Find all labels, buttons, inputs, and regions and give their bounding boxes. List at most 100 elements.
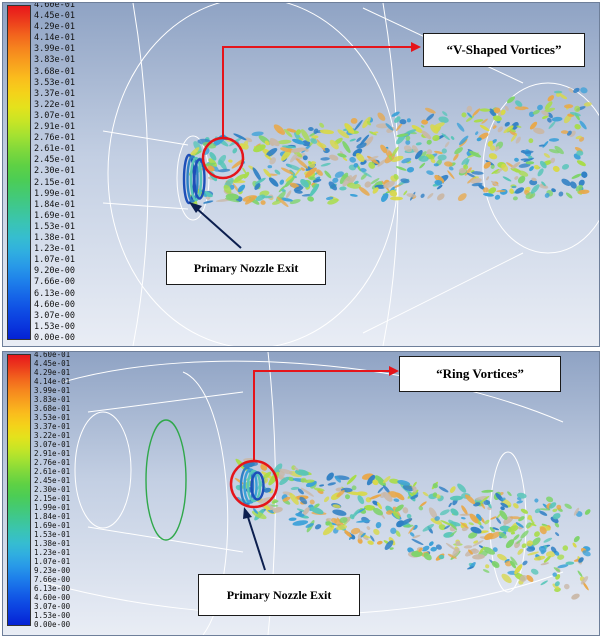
vortex-blob	[564, 583, 570, 590]
legend-tick-label: 2.91e-01	[34, 448, 71, 458]
vortex-blob	[515, 100, 523, 107]
bottom-vortex-field	[234, 457, 591, 600]
vortex-blob	[336, 490, 345, 498]
vortex-blob	[494, 194, 501, 200]
vortex-blob	[510, 128, 516, 133]
vortex-blob	[534, 498, 539, 503]
vortex-blob	[408, 526, 415, 534]
vortex-blob	[466, 566, 475, 570]
vortex-blob	[573, 536, 580, 543]
vortex-blob	[514, 564, 523, 575]
legend-tick-label: 2.45e-01	[34, 155, 75, 166]
vortex-blob	[394, 504, 404, 512]
vortex-blob	[514, 187, 525, 194]
vortex-blob	[564, 503, 572, 509]
vortex-blob	[359, 134, 370, 146]
vortex-blob	[449, 486, 456, 493]
vortex-blob	[344, 530, 352, 538]
vortex-blob	[574, 124, 581, 130]
legend-tick-label: 3.07e-01	[34, 110, 75, 121]
legend-tick-label: 7.66e-00	[34, 574, 71, 584]
vortex-blob	[532, 109, 540, 115]
vortex-blob	[491, 139, 497, 144]
vortex-blob	[369, 494, 382, 500]
vortex-blob	[513, 534, 520, 541]
vortex-blob	[280, 167, 294, 175]
vortex-blob	[365, 496, 372, 503]
vortex-blob	[444, 161, 453, 167]
vortex-blob	[509, 516, 521, 520]
vortex-blob	[471, 182, 483, 187]
vortex-blob	[575, 184, 583, 192]
vortex-blob	[316, 142, 327, 149]
legend-tick-label: 9.23e-00	[34, 565, 71, 575]
vortex-blob	[488, 153, 498, 160]
chamber-curve-right	[382, 3, 399, 346]
vortex-blob	[575, 135, 582, 140]
legend-tick-label: 4.45e-01	[34, 358, 71, 368]
vortex-blob	[395, 530, 401, 537]
vortex-blob	[463, 545, 473, 549]
legend-tick-label: 4.60e-01	[34, 2, 75, 10]
vortex-blob	[421, 119, 428, 125]
vortex-blob	[465, 115, 475, 122]
vortex-blob	[217, 168, 231, 173]
vortex-blob	[203, 200, 214, 204]
vortex-blob	[254, 177, 266, 185]
vortex-blob	[254, 183, 261, 190]
vortex-blob	[289, 492, 299, 505]
vortex-blob	[476, 137, 482, 142]
vortex-blob	[322, 525, 335, 536]
vortex-blob	[552, 165, 560, 172]
vortex-blob	[525, 522, 532, 529]
vortex-blob	[278, 197, 293, 202]
legend-tick-label: 1.53e-00	[34, 610, 71, 620]
vortex-blob	[579, 120, 587, 130]
vortex-blob	[461, 112, 467, 118]
vortex-blob	[415, 142, 422, 146]
vortex-blob	[217, 154, 227, 165]
top-vortex-field	[182, 87, 592, 207]
vortex-blob	[334, 171, 344, 178]
legend-tick-label: 1.53e-01	[34, 221, 75, 232]
vortex-blob	[406, 166, 415, 173]
vortex-blob	[310, 138, 318, 144]
vortex-blob	[547, 117, 552, 123]
vortex-blob	[406, 193, 417, 198]
vortex-blob	[337, 129, 350, 139]
vortex-blob	[263, 477, 269, 484]
vortex-blob	[447, 553, 457, 559]
vortex-blob	[420, 193, 425, 198]
vortex-blob	[410, 494, 419, 500]
vortex-blob	[500, 506, 505, 511]
vortex-blob	[396, 133, 409, 137]
nozzle-arrow-line	[194, 206, 242, 249]
vortex-blob	[513, 503, 519, 509]
vortex-blob	[207, 165, 215, 172]
vortex-blob	[540, 562, 549, 566]
vortex-blob	[339, 186, 347, 191]
vortex-blob	[399, 119, 407, 125]
vortex-blob	[328, 181, 338, 191]
vortex-blob	[584, 509, 591, 515]
vortex-blob	[490, 516, 497, 520]
vortex-blob	[489, 145, 496, 151]
bottom-panel-ring: 4.60e-01 4.45e-01 4.29e-01 4.14e-01 3.99e-01…	[2, 351, 600, 636]
vortex-blob	[533, 127, 545, 135]
legend-tick-label: 0.00e-00	[34, 332, 75, 343]
legend-tick-label: 1.38e-01	[34, 233, 75, 243]
vortex-blob	[452, 547, 460, 557]
vortex-blob	[547, 95, 555, 102]
vortex-blob	[470, 526, 482, 534]
vortex-blob	[511, 185, 517, 189]
vortex-blob	[518, 516, 525, 522]
vortex-blob	[463, 164, 469, 170]
legend-tick-label: 2.91e-01	[34, 122, 75, 132]
legend-tick-label: 2.15e-01	[34, 177, 75, 188]
vortex-blob	[282, 496, 291, 502]
legend-tick-label: 1.69e-01	[34, 520, 71, 530]
vortex-blob	[565, 192, 573, 199]
vortex-blob	[361, 516, 370, 524]
vortex-blob	[316, 169, 323, 176]
vortex-blob	[382, 476, 391, 484]
